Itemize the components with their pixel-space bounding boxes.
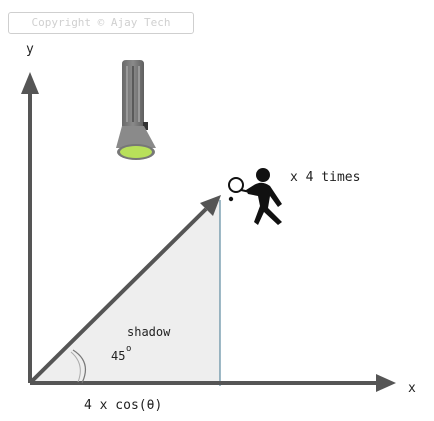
- vector-arrow: [28, 195, 221, 385]
- x-axis: [30, 374, 396, 392]
- x-axis-label: x: [408, 381, 416, 396]
- shadow-label: shadow: [127, 325, 171, 339]
- projection-label: 4 x cos(θ): [84, 398, 162, 413]
- degree-symbol: o: [126, 344, 131, 354]
- copyright-watermark: Copyright © Ajay Tech: [8, 12, 194, 34]
- angle-arc: [72, 349, 87, 384]
- multiplier-label: x 4 times: [290, 170, 360, 185]
- y-axis-label: y: [26, 42, 34, 57]
- flashlight-icon: [116, 60, 156, 160]
- y-axis: [21, 72, 39, 383]
- angle-label: 45: [111, 349, 125, 363]
- tennis-player-icon: [228, 168, 282, 225]
